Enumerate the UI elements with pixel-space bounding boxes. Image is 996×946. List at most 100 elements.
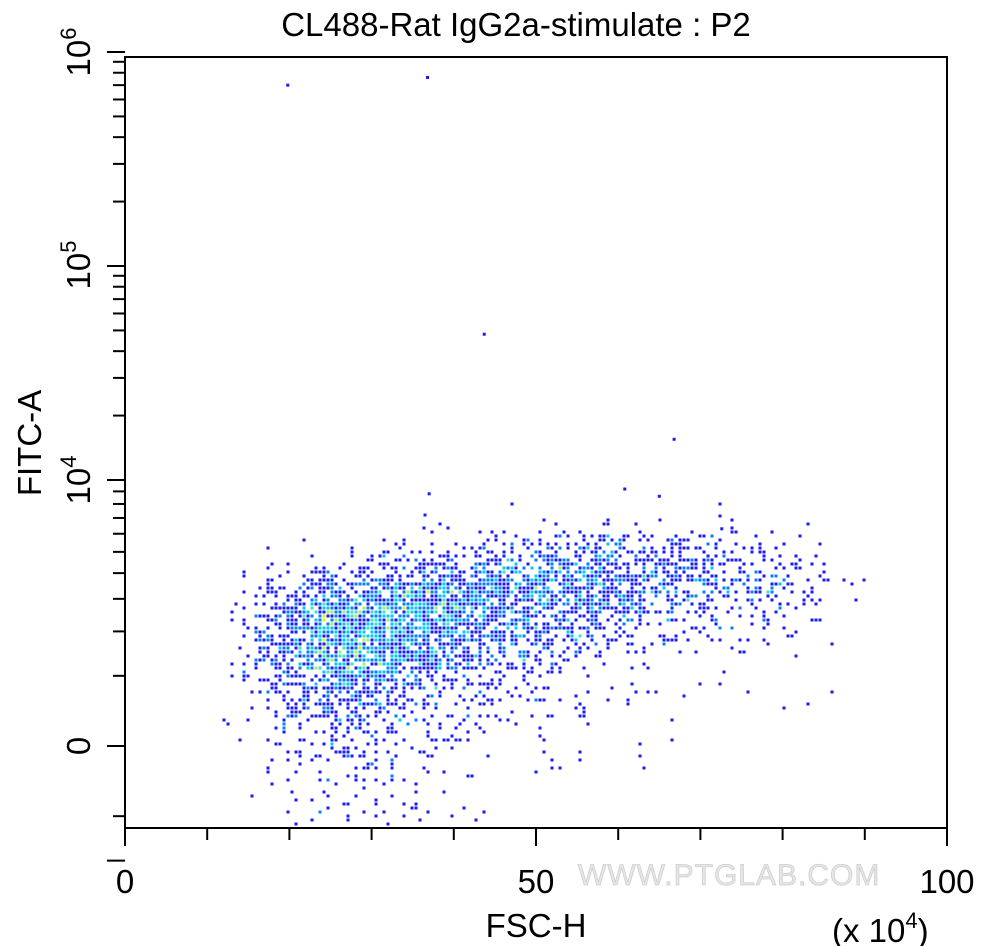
event-point — [366, 650, 370, 654]
event-point — [490, 678, 494, 682]
event-point — [574, 578, 578, 582]
event-point — [750, 546, 754, 550]
event-point — [322, 730, 326, 734]
event-point — [802, 602, 806, 606]
event-point — [418, 650, 422, 654]
event-point — [406, 558, 410, 562]
event-point — [274, 662, 278, 666]
event-point — [394, 570, 398, 574]
event-point — [286, 610, 290, 614]
event-point — [286, 606, 290, 610]
event-point — [382, 642, 386, 646]
event-point — [606, 698, 610, 702]
event-point — [434, 626, 438, 630]
event-point — [486, 614, 490, 618]
event-point — [394, 698, 398, 702]
event-point — [346, 678, 350, 682]
event-point — [550, 594, 554, 598]
event-point — [330, 622, 334, 626]
event-point — [374, 702, 378, 706]
event-point — [370, 646, 374, 650]
event-point — [422, 766, 426, 770]
event-point — [474, 602, 478, 606]
event-point — [442, 646, 446, 650]
event-point — [618, 634, 622, 638]
event-point — [358, 634, 362, 638]
event-point — [486, 658, 490, 662]
event-point — [562, 574, 566, 578]
event-point — [734, 530, 738, 534]
event-point — [590, 598, 594, 602]
event-point — [330, 670, 334, 674]
event-point — [446, 598, 450, 602]
event-point — [350, 694, 354, 698]
event-point — [610, 538, 614, 542]
event-point — [498, 590, 502, 594]
event-point — [302, 610, 306, 614]
event-point — [550, 650, 554, 654]
event-point — [486, 698, 490, 702]
event-point — [318, 586, 322, 590]
event-point — [314, 686, 318, 690]
event-point — [346, 686, 350, 690]
event-point — [382, 650, 386, 654]
event-point — [466, 678, 470, 682]
event-point — [386, 550, 390, 554]
event-point — [626, 566, 630, 570]
event-point — [638, 614, 642, 618]
event-point — [546, 574, 550, 578]
event-point — [462, 610, 466, 614]
event-point — [742, 570, 746, 574]
event-point — [502, 582, 506, 586]
event-point — [382, 810, 386, 814]
event-point — [378, 626, 382, 630]
event-point — [682, 694, 686, 698]
event-point — [538, 650, 542, 654]
event-point — [282, 694, 286, 698]
event-point — [362, 686, 366, 690]
event-point — [326, 698, 330, 702]
event-point — [802, 598, 806, 602]
event-point — [590, 558, 594, 562]
event-point — [398, 626, 402, 630]
event-point — [494, 606, 498, 610]
event-point — [322, 710, 326, 714]
event-point — [414, 682, 418, 686]
event-point — [818, 542, 822, 546]
event-point — [474, 694, 478, 698]
event-point — [394, 606, 398, 610]
event-point — [374, 626, 378, 630]
event-point — [750, 622, 754, 626]
event-point — [582, 706, 586, 710]
event-point — [578, 626, 582, 630]
event-point — [682, 538, 686, 542]
event-point — [550, 598, 554, 602]
event-point — [298, 666, 302, 670]
event-point — [630, 590, 634, 594]
event-point — [306, 686, 310, 690]
event-point — [426, 662, 430, 666]
event-point — [530, 670, 534, 674]
event-point — [578, 554, 582, 558]
event-point — [606, 558, 610, 562]
event-point — [486, 574, 490, 578]
event-point — [298, 602, 302, 606]
event-point — [278, 622, 282, 626]
event-point — [310, 614, 314, 618]
event-point — [326, 638, 330, 642]
event-point — [394, 678, 398, 682]
event-point — [302, 702, 306, 706]
event-point — [366, 666, 370, 670]
event-point — [498, 646, 502, 650]
event-point — [310, 626, 314, 630]
event-point — [506, 586, 510, 590]
event-point — [454, 586, 458, 590]
event-point — [590, 610, 594, 614]
event-point — [394, 582, 398, 586]
event-point — [562, 582, 566, 586]
event-point — [346, 582, 350, 586]
y-axis-ticks — [107, 51, 125, 862]
event-point — [602, 598, 606, 602]
event-point — [358, 666, 362, 670]
event-point — [546, 558, 550, 562]
